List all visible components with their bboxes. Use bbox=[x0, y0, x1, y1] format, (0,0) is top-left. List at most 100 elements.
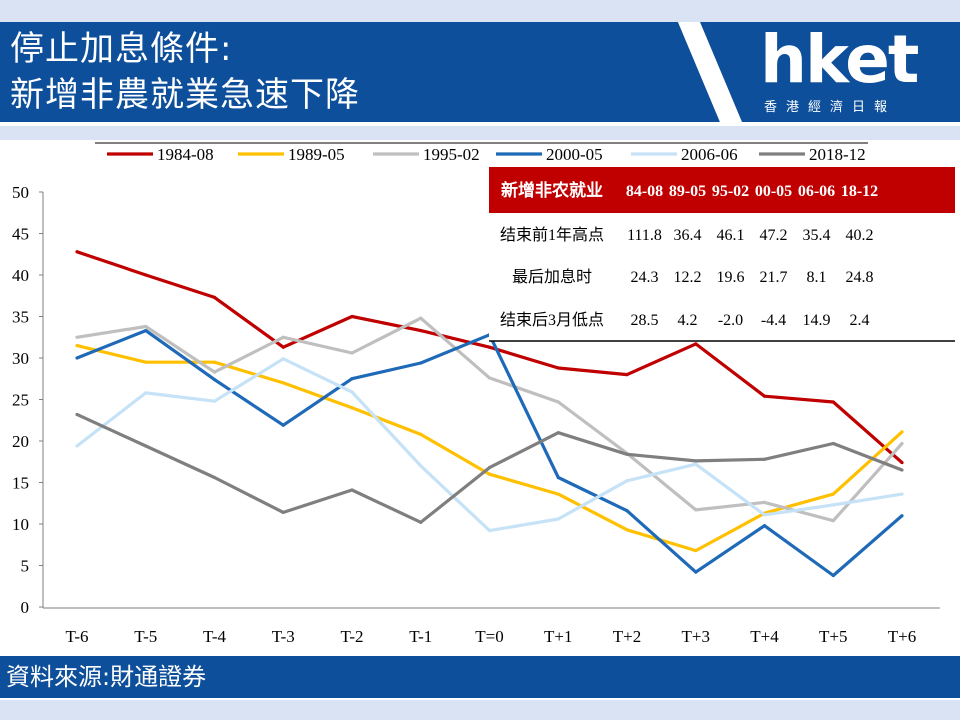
y-tick-label: 20 bbox=[12, 432, 29, 451]
data-point-1984-08 bbox=[419, 329, 423, 333]
data-point-2000-05 bbox=[419, 361, 423, 365]
data-point-2006-06 bbox=[212, 399, 217, 403]
data-point-1984-08 bbox=[694, 342, 698, 346]
y-tick-label: 50 bbox=[12, 183, 29, 202]
source-note: 資料來源:財通證券 bbox=[6, 663, 207, 691]
data-point-1989-05 bbox=[487, 472, 492, 476]
data-point-2018-12 bbox=[762, 457, 767, 461]
under-header-stripe bbox=[0, 126, 960, 140]
x-tick-label: T+2 bbox=[613, 627, 641, 646]
y-tick-label: 40 bbox=[12, 266, 29, 285]
data-point-1995-02 bbox=[419, 316, 423, 320]
data-table-cell: 2.4 bbox=[850, 312, 870, 329]
data-point-1984-08 bbox=[900, 460, 904, 465]
header: 停止加息條件: 新增非農就業急速下降 hket 香港經濟日報 bbox=[0, 22, 960, 122]
data-point-2018-12 bbox=[144, 444, 148, 448]
data-table-row-label: 结束前1年高点 bbox=[500, 226, 604, 244]
data-point-1989-05 bbox=[281, 381, 285, 385]
data-table-row-label: 结束后3月低点 bbox=[500, 311, 604, 329]
y-tick-label: 0 bbox=[21, 598, 30, 617]
data-table-background bbox=[489, 213, 955, 341]
data-point-1995-02 bbox=[350, 351, 354, 355]
y-tick-label: 10 bbox=[12, 515, 29, 534]
hket-logo-subtitle: 香港經濟日報 bbox=[764, 100, 897, 115]
data-point-2006-06 bbox=[350, 390, 354, 394]
data-point-2006-06 bbox=[75, 444, 79, 448]
data-table-header-cell: 89-05 bbox=[669, 183, 706, 200]
x-tick-label: T-3 bbox=[272, 627, 295, 646]
data-point-2000-05 bbox=[75, 356, 79, 360]
x-tick-label: T-6 bbox=[66, 627, 89, 646]
title-line-2: 新增非農就業急速下降 bbox=[10, 75, 360, 115]
data-point-1984-08 bbox=[281, 345, 285, 349]
data-table-cell: 14.9 bbox=[803, 312, 831, 329]
data-point-1995-02 bbox=[762, 500, 767, 505]
data-point-1989-05 bbox=[350, 406, 354, 410]
data-point-2000-05 bbox=[694, 570, 698, 574]
data-point-1989-05 bbox=[556, 492, 560, 496]
legend-label: 2006-06 bbox=[681, 145, 738, 164]
data-table-header-cell: 00-05 bbox=[755, 183, 792, 200]
footer: 資料來源:財通證券 bbox=[0, 656, 960, 698]
x-tick-label: T-4 bbox=[203, 627, 226, 646]
data-point-1995-02 bbox=[694, 508, 698, 512]
x-tick-label: T+6 bbox=[888, 627, 916, 646]
data-point-1995-02 bbox=[556, 400, 560, 404]
data-point-2018-12 bbox=[556, 431, 560, 435]
data-point-1984-08 bbox=[487, 345, 492, 349]
data-point-1995-02 bbox=[75, 335, 79, 339]
y-tick-label: 45 bbox=[12, 225, 29, 244]
data-point-2018-12 bbox=[212, 475, 217, 480]
header-band bbox=[0, 22, 960, 122]
data-point-1984-08 bbox=[625, 373, 629, 377]
line-chart: 0 5 10 15 20 25 30 35 40 45 50 T-6 T-5 T-4 T-3 T-2 T-1 T=… bbox=[12, 142, 955, 646]
bottom-stripe bbox=[0, 700, 960, 720]
data-point-2006-06 bbox=[419, 464, 423, 468]
data-point-2000-05 bbox=[212, 377, 217, 382]
data-point-2006-06 bbox=[144, 391, 148, 395]
x-tick-label: T=0 bbox=[475, 627, 503, 646]
data-table-cell: 47.2 bbox=[760, 227, 788, 244]
data-point-1984-08 bbox=[762, 394, 767, 398]
data-table-cell: 46.1 bbox=[717, 227, 745, 244]
legend-label: 2018-12 bbox=[809, 145, 866, 164]
data-point-1984-08 bbox=[144, 273, 148, 277]
data-point-2018-12 bbox=[419, 520, 423, 524]
data-point-1989-05 bbox=[144, 360, 148, 364]
x-tick-label: T-1 bbox=[409, 627, 432, 646]
data-point-1989-05 bbox=[694, 548, 698, 553]
data-point-2000-05 bbox=[900, 514, 904, 518]
x-tick-label: T+3 bbox=[682, 627, 710, 646]
data-point-2018-12 bbox=[350, 488, 354, 492]
data-point-1995-02 bbox=[831, 519, 835, 523]
data-table-header-cell: 84-08 bbox=[626, 183, 663, 200]
data-point-1995-02 bbox=[212, 370, 217, 374]
data-point-2000-05 bbox=[762, 524, 767, 528]
data-point-1984-08 bbox=[350, 314, 354, 319]
data-table-cell: -2.0 bbox=[718, 312, 743, 329]
data-point-2000-05 bbox=[350, 377, 354, 381]
data-point-1989-05 bbox=[625, 528, 629, 532]
data-table-cell: 35.4 bbox=[803, 227, 831, 244]
data-point-2018-12 bbox=[281, 510, 285, 514]
x-tick-label: T+5 bbox=[819, 627, 847, 646]
data-point-1984-08 bbox=[212, 295, 217, 300]
data-point-1984-08 bbox=[556, 366, 560, 370]
data-point-2018-12 bbox=[487, 465, 492, 470]
data-table-row-label: 最后加息时 bbox=[512, 268, 592, 286]
x-tick-label: T+4 bbox=[750, 627, 779, 646]
legend-label: 1984-08 bbox=[157, 145, 214, 164]
y-tick-label: 35 bbox=[12, 308, 29, 327]
data-table-header-cell: 06-06 bbox=[798, 183, 835, 200]
data-point-2006-06 bbox=[625, 479, 629, 483]
data-table-header-cell: 新增非农就业 bbox=[501, 180, 603, 200]
data-table-cell: 21.7 bbox=[760, 269, 788, 286]
hket-logo: hket bbox=[760, 21, 919, 98]
data-point-1989-05 bbox=[419, 432, 423, 436]
title-line-1: 停止加息條件: bbox=[10, 29, 233, 69]
data-point-1984-08 bbox=[831, 400, 835, 404]
data-point-2018-12 bbox=[831, 441, 835, 446]
y-tick-label: 30 bbox=[12, 349, 29, 368]
data-point-2006-06 bbox=[900, 492, 904, 496]
data-point-1995-02 bbox=[900, 441, 904, 446]
